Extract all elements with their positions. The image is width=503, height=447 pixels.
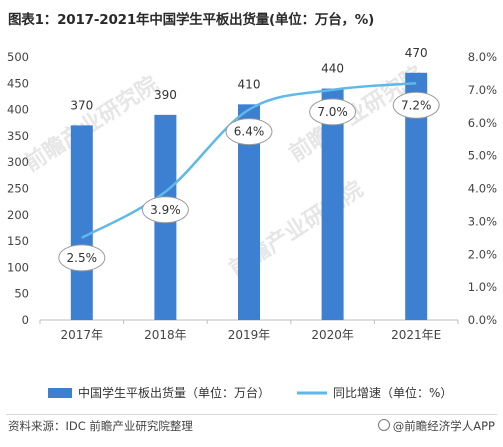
- x-tick-label: 2017年: [61, 328, 104, 342]
- growth-value-label: 2.5%: [67, 251, 98, 265]
- y-left-tick-label: 400: [7, 103, 29, 117]
- bar-value-label: 410: [238, 77, 261, 91]
- brand-logo-icon: [377, 419, 390, 431]
- bar: [238, 104, 260, 320]
- y-left-tick-label: 100: [7, 260, 29, 274]
- y-left-tick-label: 0: [22, 313, 29, 327]
- growth-label-bubble: [141, 196, 189, 224]
- y-left-tick-label: 300: [7, 155, 29, 169]
- legend-bar-label: 中国学生平板出货量（单位：万台）: [78, 385, 270, 400]
- x-tick-label: 2021年E: [391, 328, 441, 342]
- x-tick-label: 2020年: [311, 328, 354, 342]
- bar: [70, 125, 93, 320]
- y-right-tick-label: 4.0%: [468, 182, 497, 196]
- y-left-tick-label: 450: [7, 76, 29, 90]
- chart-title: 图表1：2017-2021年中国学生平板出货量(单位：万台，%): [8, 12, 375, 28]
- brand-label: @前瞻经济学人APP: [392, 419, 495, 433]
- y-left-tick-label: 200: [7, 208, 29, 222]
- y-right-tick-label: 6.0%: [468, 116, 497, 130]
- bar-value-label: 440: [321, 62, 344, 76]
- source-note: 资料来源：IDC 前瞻产业研究院整理: [8, 419, 193, 433]
- growth-label-bubble: [225, 118, 273, 146]
- bar: [405, 72, 428, 320]
- growth-rate-line: [81, 82, 417, 239]
- y-left-tick-label: 500: [7, 50, 29, 64]
- bar-value-label: 370: [70, 98, 93, 112]
- y-left-tick-label: 150: [7, 234, 29, 248]
- bar: [321, 88, 344, 320]
- y-left-tick-label: 250: [7, 182, 29, 196]
- y-right-tick-label: 2.0%: [468, 247, 497, 261]
- x-tick-label: 2018年: [144, 328, 187, 342]
- growth-label-bubble: [392, 91, 440, 119]
- growth-value-label: 7.0%: [317, 105, 348, 119]
- growth-value-label: 7.2%: [401, 98, 432, 112]
- growth-value-label: 3.9%: [150, 203, 181, 217]
- growth-label-bubble: [309, 98, 357, 126]
- brand-credit: @前瞻经济学人APP: [377, 418, 495, 434]
- growth-value-label: 6.4%: [234, 125, 265, 139]
- y-right-tick-label: 1.0%: [468, 280, 497, 294]
- bar-value-label: 390: [154, 88, 177, 102]
- y-left-tick-label: 350: [7, 129, 29, 143]
- growth-label-bubble: [58, 244, 106, 272]
- y-right-tick-label: 5.0%: [468, 149, 497, 163]
- bar-value-label: 470: [405, 46, 428, 60]
- legend-bar-swatch: [48, 388, 72, 398]
- y-right-tick-label: 0.0%: [468, 313, 497, 327]
- y-right-tick-label: 8.0%: [468, 50, 497, 64]
- y-right-tick-label: 3.0%: [468, 214, 497, 228]
- y-left-tick-label: 50: [14, 287, 29, 301]
- legend-line-label: 同比增速（单位：%）: [333, 385, 452, 400]
- footer-divider: [6, 414, 497, 415]
- y-right-tick-label: 7.0%: [468, 83, 497, 97]
- x-tick-label: 2019年: [228, 328, 271, 342]
